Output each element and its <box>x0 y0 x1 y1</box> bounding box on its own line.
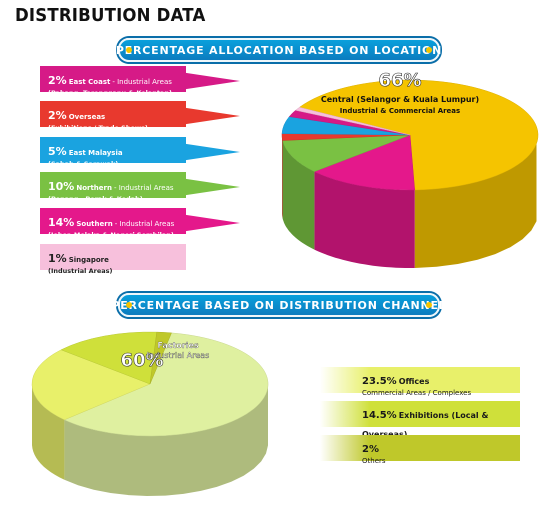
pie-slice-sub: Industrial Areas <box>147 351 210 360</box>
pie-slice-0 <box>298 79 539 191</box>
slice-sub: (Penang , Perak & Kedah) <box>48 195 143 203</box>
pie-slice-sub: Industrial & Commercial Areas <box>340 107 460 115</box>
slice-pct-label: 10% <box>48 180 75 193</box>
pie-slice-name: Central (Selangor & Kuala Lumpur) <box>321 95 479 104</box>
pie-side-1 <box>314 171 415 268</box>
callout-exhibitions: 14.5%Exhibitions (Local & Overseas) <box>320 401 520 439</box>
slice-desc: - Industrial Areas <box>112 78 172 86</box>
pie-slice-0 <box>63 332 269 437</box>
slice-sub: Commercial Areas / Complexes <box>362 389 472 397</box>
callout-northern: 10% Northern - Industrial Areas (Penang , … <box>40 172 240 203</box>
callout-east-coast: 2% East Coast - Industrial Areas (Pahang, … <box>40 66 240 97</box>
slice-sub: (Exhibitions / Trade Shows) <box>48 124 148 132</box>
slice-name: Offices <box>398 377 430 386</box>
slice-name: Overseas <box>68 113 106 121</box>
pie-pct-label: 66% <box>378 70 421 91</box>
pie-slice-3 <box>149 331 172 385</box>
slice-pct-label: 1% <box>48 252 67 265</box>
slice-sub: Others <box>362 457 386 465</box>
page-title: DISTRIBUTION DATA <box>15 5 206 26</box>
pie-slice-2 <box>60 331 158 385</box>
slice-sub: (Industrial Areas) <box>48 267 113 275</box>
slice-desc: - Industrial Areas <box>114 220 175 228</box>
slice-sub: (Sabah & Sarawak) <box>48 160 119 168</box>
pie-pct-label: 60% <box>120 350 163 371</box>
callout-east-malaysia: 5% East Malaysia (Sabah & Sarawak) <box>40 137 240 168</box>
pie-slice-1 <box>31 349 151 421</box>
callout-overseas: 2% Overseas (Exhibitions / Trade Shows) <box>40 101 240 132</box>
slice-pct-label: 23.5% <box>362 376 397 387</box>
slice-name: Southern <box>76 220 113 228</box>
slice-pct-label: 14% <box>48 216 75 229</box>
slice-name: Northern <box>76 184 112 192</box>
pie-side-3 <box>282 134 283 219</box>
pie-slice-6 <box>295 107 411 136</box>
callout-offices: 23.5% Offices Commercial Areas / Complexe… <box>320 367 520 397</box>
pie-side-1 <box>32 385 65 480</box>
slice-name: East Malaysia <box>68 149 123 157</box>
location-chart-title: PERCENTAGE ALLOCATION BASED ON LOCATION <box>116 38 441 62</box>
pie-side-0 <box>64 385 269 496</box>
slice-name: Singapore <box>68 256 109 264</box>
slice-pct-label: 2% <box>362 444 379 455</box>
pie-slice-1 <box>313 134 415 191</box>
slice-pct-label: 2% <box>48 109 67 122</box>
slice-sub: (Pahang, Terengganu & Kelantan) <box>48 89 172 97</box>
slice-name: Exhibitions (Local & Overseas) <box>362 411 489 439</box>
slice-desc: - Industrial Areas <box>113 184 174 192</box>
slice-pct-label: 5% <box>48 145 67 158</box>
slice-sub: (Johor, Melaka & Negeri Sembilan) <box>48 231 174 239</box>
location-pie-chart: 66% Central (Selangor & Kuala Lumpur) Indu… <box>281 70 539 268</box>
slice-name: East Coast <box>68 78 111 86</box>
callout-singapore: 1% Singapore (Industrial Areas) <box>40 244 186 275</box>
pie-slice-2 <box>282 134 411 172</box>
slice-pct-label: 2% <box>48 74 67 87</box>
channel-chart-title: PERCENTAGE BASED ON DISTRIBUTION CHANNEL <box>111 293 446 317</box>
pie-slice-name: Factories <box>157 341 199 350</box>
pie-side-2 <box>282 140 315 250</box>
callout-southern: 14% Southern - Industrial Areas (Johor, Me… <box>40 208 240 239</box>
slice-pct-label: 14.5% <box>362 410 397 421</box>
callout-others: 2% Others <box>320 435 520 465</box>
pie-side-0 <box>414 143 537 268</box>
